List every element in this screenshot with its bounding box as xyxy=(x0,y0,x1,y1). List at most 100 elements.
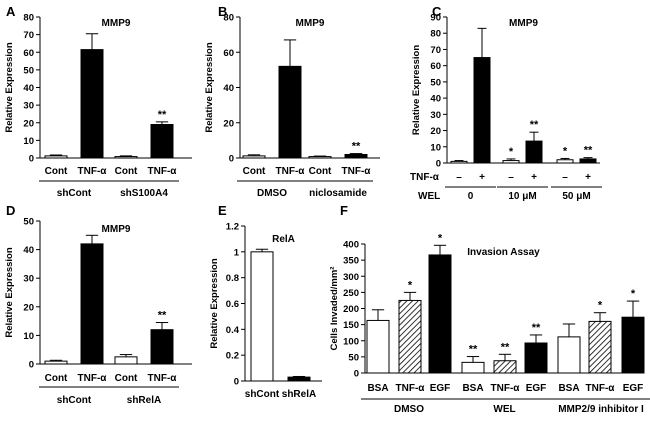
bar xyxy=(278,65,302,159)
bar xyxy=(428,254,452,374)
bar xyxy=(80,49,104,159)
y-tick-label: 250 xyxy=(343,288,359,299)
bar xyxy=(250,251,274,382)
group-label: shRelA xyxy=(127,395,161,406)
y-tick-label: 40 xyxy=(223,83,234,94)
y-tick-label: 50 xyxy=(23,217,34,228)
y-tick-label: 0 xyxy=(29,360,34,371)
significance-mark: ** xyxy=(158,310,167,322)
y-tick-label: 0.8 xyxy=(226,273,239,284)
significance-mark: * xyxy=(631,288,636,300)
significance-mark: * xyxy=(408,279,413,291)
significance-mark: ** xyxy=(469,344,478,356)
y-tick-label: 1 xyxy=(234,247,240,258)
y-tick-label: 80 xyxy=(23,13,34,24)
panel-letter: C xyxy=(432,4,442,19)
bar xyxy=(450,160,468,164)
y-tick-label: 50 xyxy=(23,65,34,76)
significance-mark: ** xyxy=(352,141,361,153)
bar xyxy=(398,299,422,374)
panel-letter: D xyxy=(6,203,15,218)
x-tick-label: Cont xyxy=(309,166,332,177)
y-tick-label: 20 xyxy=(23,118,34,129)
bar xyxy=(80,243,104,365)
panel-a: A MMP9 Relative Expression 0 10 20 30 40 50 60 70 8… xyxy=(4,4,192,199)
bar xyxy=(242,155,266,159)
x-tick-label: TNF-α xyxy=(342,166,372,177)
group-label: WEL xyxy=(493,404,515,415)
chart-title: MMP9 xyxy=(296,18,325,29)
chart-title: MMP9 xyxy=(509,18,538,29)
x-tick-label: + xyxy=(531,172,537,183)
bar xyxy=(525,140,543,164)
y-tick-label: 300 xyxy=(343,272,359,283)
y-tick-label: 200 xyxy=(343,304,359,315)
y-tick-label: 0 xyxy=(234,377,239,388)
y-axis-label: Relative Expression xyxy=(411,45,422,135)
bar xyxy=(287,376,311,382)
y-tick-label: 10 xyxy=(430,142,441,153)
y-tick-label: 20 xyxy=(430,126,441,137)
panel-e: E RelA Relative Expression 0 0.2 0.4 0.6 0.8 1 1.… xyxy=(209,203,322,400)
row-label-wel: WEL xyxy=(418,191,440,202)
significance-mark: ** xyxy=(158,109,167,121)
significance-mark: * xyxy=(438,232,443,244)
y-tick-label: 0 xyxy=(29,154,34,165)
bar xyxy=(44,155,68,159)
x-tick-label: – xyxy=(456,172,462,183)
chart-title: Invasion Assay xyxy=(467,247,540,258)
bar xyxy=(556,159,574,164)
group-label: MMP2/9 inhibitor I xyxy=(558,404,644,415)
panel-letter: F xyxy=(340,203,348,218)
panel-letter: B xyxy=(218,4,227,19)
panel-d: D MMP9 Relative Expression 0 10 20 30 40 50 Cont T… xyxy=(4,203,192,406)
bar xyxy=(150,124,174,159)
group-label: DMSO xyxy=(394,404,424,415)
bar xyxy=(308,156,332,159)
x-tick-label: Cont xyxy=(45,166,68,177)
x-tick-label: + xyxy=(585,172,591,183)
y-tick-label: 1.2 xyxy=(226,222,239,233)
x-tick-label: TNF-α xyxy=(78,166,108,177)
y-tick-label: 60 xyxy=(430,61,441,72)
y-axis-label: Cells Invaded/mm² xyxy=(329,267,340,351)
x-tick-label: – xyxy=(508,172,514,183)
y-tick-label: 50 xyxy=(430,77,441,88)
group-label: niclosamide xyxy=(309,188,367,199)
x-tick-label: BSA xyxy=(367,383,388,394)
y-tick-label: 20 xyxy=(23,302,34,313)
significance-mark: ** xyxy=(530,119,539,131)
y-tick-label: 0.2 xyxy=(226,351,239,362)
y-tick-label: 10 xyxy=(23,136,34,147)
bar xyxy=(473,57,491,164)
x-tick-label: EGF xyxy=(623,383,644,394)
x-tick-label: TNF-α xyxy=(276,166,306,177)
y-tick-label: 100 xyxy=(343,336,359,347)
x-tick-label: shCont xyxy=(245,389,280,400)
y-tick-label: 20 xyxy=(223,118,234,129)
y-tick-label: 0.6 xyxy=(226,299,239,310)
x-tick-label: TNF-α xyxy=(491,383,521,394)
row-label-tnf: TNF-α xyxy=(410,172,440,183)
y-tick-label: 30 xyxy=(430,110,441,121)
bar xyxy=(502,160,520,164)
bar xyxy=(150,329,174,365)
group-label: 50 μM xyxy=(562,191,590,202)
x-tick-label: Cont xyxy=(243,166,266,177)
x-tick-label: TNF-α xyxy=(78,373,108,384)
y-tick-label: 70 xyxy=(23,30,34,41)
x-tick-label: TNF-α xyxy=(586,383,616,394)
bar xyxy=(44,360,68,365)
panel-f: F Invasion Assay Cells Invaded/mm² 0 50 100 15… xyxy=(329,203,650,415)
group-label: shCont xyxy=(57,395,92,406)
y-tick-label: 0.4 xyxy=(226,325,240,336)
group-label: 10 μM xyxy=(508,191,536,202)
bar xyxy=(557,336,581,374)
y-tick-label: 60 xyxy=(23,48,34,59)
y-tick-label: 30 xyxy=(23,101,34,112)
panel-c: C MMP9 Relative Expression 0 10 20 30 40 50 60 70 8… xyxy=(410,4,602,202)
x-tick-label: TNF-α xyxy=(396,383,426,394)
x-tick-label: TNF-α xyxy=(148,373,178,384)
y-tick-label: 80 xyxy=(430,29,441,40)
